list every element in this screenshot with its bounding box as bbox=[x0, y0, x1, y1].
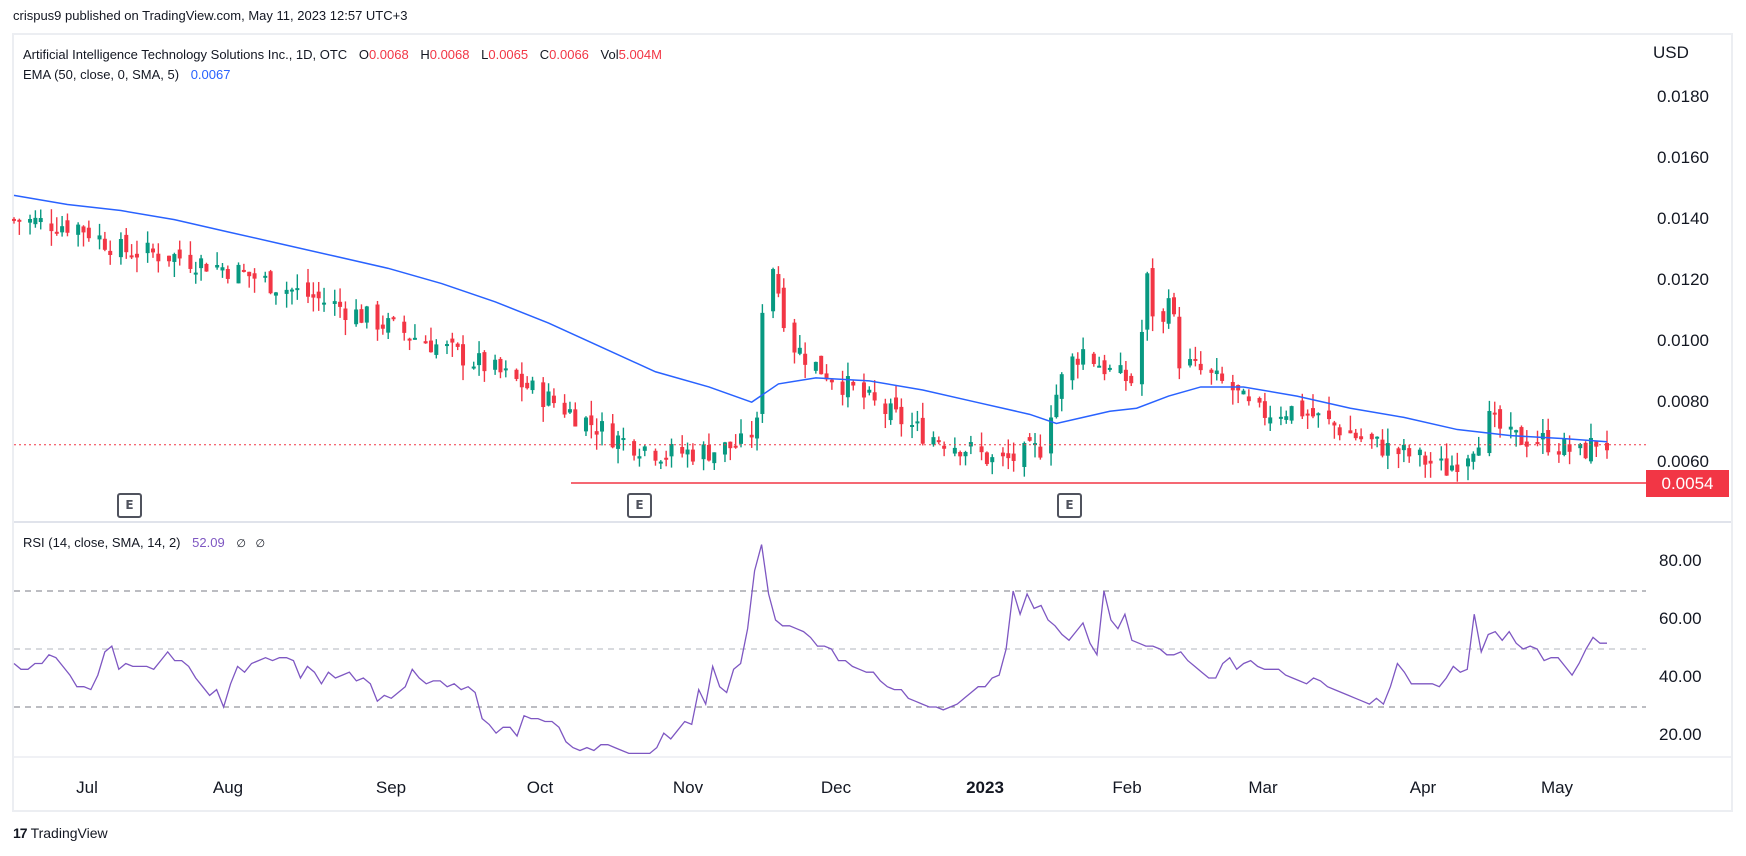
symbol-title[interactable]: Artificial Intelligence Technology Solut… bbox=[23, 47, 348, 62]
rsi-na-1: ∅ bbox=[236, 538, 246, 550]
currency-label[interactable]: USD bbox=[1653, 43, 1689, 62]
chart-frame bbox=[12, 33, 1733, 812]
price-tick: 0.0120 bbox=[1657, 270, 1709, 289]
ema-value: 0.0067 bbox=[190, 67, 231, 82]
low-label: L bbox=[481, 47, 489, 62]
support-price-tag[interactable]: 0.0054 bbox=[1646, 470, 1729, 497]
rsi-tick: 40.00 bbox=[1659, 667, 1702, 686]
ema-label[interactable]: EMA (50, close, 0, SMA, 5) bbox=[23, 67, 180, 82]
price-legend: Artificial Intelligence Technology Solut… bbox=[23, 45, 662, 85]
tradingview-logo-icon: 17 bbox=[13, 825, 28, 841]
time-label-nov: Nov bbox=[672, 778, 704, 797]
time-label-dec: Dec bbox=[820, 778, 852, 797]
time-label-jul: Jul bbox=[76, 778, 98, 797]
high-value: 0.0068 bbox=[429, 47, 470, 62]
earnings-marker[interactable]: E bbox=[1057, 493, 1082, 518]
earnings-marker[interactable]: E bbox=[627, 493, 652, 518]
volume-value: 5.004M bbox=[618, 47, 662, 62]
time-label-sep: Sep bbox=[375, 778, 407, 797]
price-tick: 0.0140 bbox=[1657, 209, 1709, 228]
rsi-na-2: ∅ bbox=[255, 538, 266, 550]
symbol-row: Artificial Intelligence Technology Solut… bbox=[23, 45, 662, 65]
volume-label: Vol bbox=[600, 47, 619, 62]
time-label-mar: Mar bbox=[1248, 778, 1278, 797]
published-note: crispus9 published on TradingView.com, M… bbox=[13, 8, 408, 23]
price-tick: 0.0060 bbox=[1657, 452, 1709, 471]
open-label: O bbox=[358, 47, 369, 62]
price-tick: 0.0080 bbox=[1657, 392, 1709, 411]
time-label-aug: Aug bbox=[212, 778, 244, 797]
time-label-oct: Oct bbox=[526, 778, 554, 797]
ema-row: EMA (50, close, 0, SMA, 5) 0.0067 bbox=[23, 65, 662, 85]
price-tick: 0.0160 bbox=[1657, 148, 1709, 167]
close-value: 0.0066 bbox=[549, 47, 589, 62]
time-label-2023: 2023 bbox=[966, 778, 1004, 797]
price-tick: 0.0100 bbox=[1657, 331, 1709, 350]
price-tick: 0.0180 bbox=[1657, 87, 1709, 106]
earnings-marker[interactable]: E bbox=[117, 493, 142, 518]
open-value: 0.0068 bbox=[368, 47, 409, 62]
high-label: H bbox=[420, 47, 430, 62]
low-value: 0.0065 bbox=[488, 47, 529, 62]
rsi-value: 52.09 bbox=[192, 535, 225, 550]
time-label-apr: Apr bbox=[1409, 778, 1437, 797]
rsi-tick: 60.00 bbox=[1659, 609, 1702, 628]
time-label-may: May bbox=[1540, 778, 1574, 797]
tradingview-brand: TradingView bbox=[30, 825, 108, 841]
time-label-feb: Feb bbox=[1112, 778, 1142, 797]
rsi-tick: 20.00 bbox=[1659, 725, 1702, 744]
rsi-tick: 80.00 bbox=[1659, 551, 1702, 570]
rsi-label[interactable]: RSI (14, close, SMA, 14, 2) bbox=[23, 535, 181, 550]
tradingview-logo[interactable]: 17 TradingView bbox=[13, 825, 108, 841]
rsi-legend: RSI (14, close, SMA, 14, 2) 52.09 ∅ ∅ bbox=[23, 535, 265, 550]
close-label: C bbox=[539, 47, 550, 62]
